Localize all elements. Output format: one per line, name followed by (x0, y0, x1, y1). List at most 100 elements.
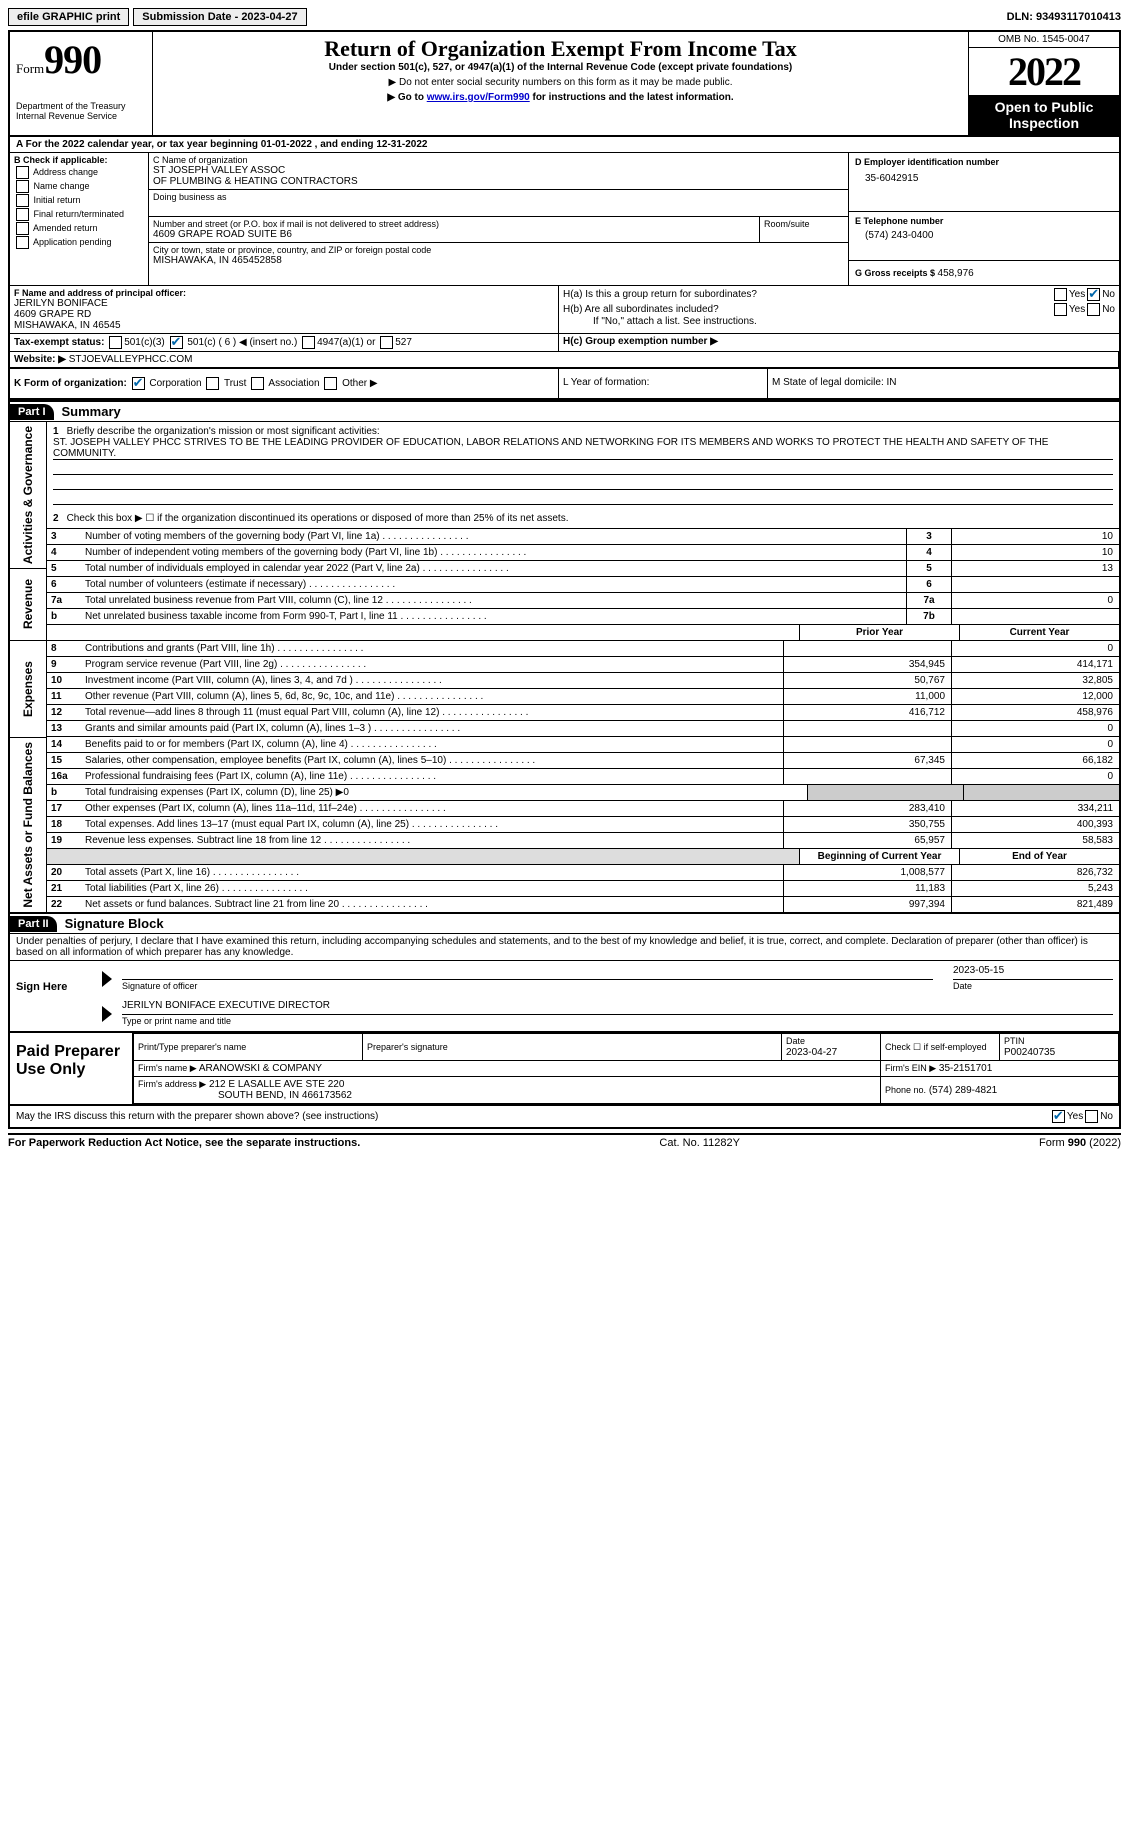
b-checkbox[interactable] (16, 208, 29, 221)
4947-checkbox[interactable] (302, 336, 315, 349)
b-checkbox[interactable] (16, 194, 29, 207)
type-name-label: Type or print name and title (122, 1016, 231, 1026)
hb-yes-checkbox[interactable] (1054, 303, 1067, 316)
street-label: Number and street (or P.O. box if mail i… (153, 219, 755, 229)
preparer-table: Print/Type preparer's name Preparer's si… (133, 1033, 1119, 1104)
ha-label: H(a) Is this a group return for subordin… (563, 289, 1052, 300)
discuss-no: No (1100, 1111, 1113, 1122)
firm-addr1: 212 E LASALLE AVE STE 220 (209, 1079, 344, 1090)
4947-label: 4947(a)(1) or (317, 337, 375, 348)
side-governance: Activities & Governance (19, 422, 37, 568)
prep-date: 2023-04-27 (786, 1047, 837, 1058)
summary-body: Activities & Governance Revenue Expenses… (10, 422, 1119, 912)
form-ref: Form 990 (2022) (1039, 1137, 1121, 1149)
form-header: Form990 Department of the Treasury Inter… (10, 32, 1119, 137)
topbar: efile GRAPHIC print Submission Date - 20… (8, 8, 1121, 26)
part2-tab: Part II (10, 916, 57, 932)
hb-note: If "No," attach a list. See instructions… (593, 316, 1115, 327)
part1-title: Summary (54, 402, 129, 421)
part2-header: Part II Signature Block (10, 912, 1119, 934)
f-label: F Name and address of principal officer: (14, 288, 554, 298)
e-label: E Telephone number (855, 216, 1113, 226)
org-name-1: ST JOSEPH VALLEY ASSOC (153, 165, 844, 176)
firm-ein-label: Firm's EIN ▶ (885, 1063, 936, 1073)
k-checkbox[interactable] (324, 377, 337, 390)
sign-here-label: Sign Here (10, 961, 102, 1031)
form-word: Form (16, 61, 44, 76)
dept-label: Department of the Treasury (16, 101, 146, 111)
goto-pre: ▶ Go to (387, 92, 426, 103)
org-name-2: OF PLUMBING & HEATING CONTRACTORS (153, 176, 844, 187)
discuss-no-checkbox[interactable] (1085, 1110, 1098, 1123)
side-net: Net Assets or Fund Balances (19, 738, 37, 912)
b-checkbox[interactable] (16, 166, 29, 179)
discuss-row: May the IRS discuss this return with the… (10, 1106, 1119, 1127)
sig-date: 2023-05-15 (953, 965, 1113, 980)
hc-label: H(c) Group exemption number ▶ (563, 336, 718, 347)
hb-no-checkbox[interactable] (1087, 303, 1100, 316)
l2-label: Check this box ▶ ☐ if the organization d… (67, 513, 569, 524)
discuss-yes: Yes (1067, 1111, 1083, 1122)
sign-here-block: Sign Here Signature of officer 2023-05-1… (10, 961, 1119, 1033)
officer-name-title: JERILYN BONIFACE EXECUTIVE DIRECTOR (122, 1000, 1113, 1015)
paperwork-notice: For Paperwork Reduction Act Notice, see … (8, 1137, 360, 1149)
k-checkbox[interactable] (132, 377, 145, 390)
501c-checkbox[interactable] (170, 336, 183, 349)
prep-date-label: Date (786, 1036, 805, 1046)
efile-print-button[interactable]: efile GRAPHIC print (8, 8, 129, 26)
firm-phone-label: Phone no. (885, 1085, 926, 1095)
phone-value: (574) 243-0400 (865, 230, 1113, 241)
note-goto: ▶ Go to www.irs.gov/Form990 for instruct… (159, 92, 962, 103)
check-self: Check ☐ if self-employed (885, 1042, 987, 1052)
irs-label: Internal Revenue Service (16, 111, 146, 121)
tax-status-row: Tax-exempt status: 501(c)(3) 501(c) ( 6 … (10, 334, 1119, 352)
i-label: Tax-exempt status: (14, 337, 104, 348)
officer-addr2: MISHAWAKA, IN 46545 (14, 320, 554, 331)
submission-date-button[interactable]: Submission Date - 2023-04-27 (133, 8, 306, 26)
col-eoy: End of Year (960, 849, 1119, 864)
k-checkbox[interactable] (251, 377, 264, 390)
b-checkbox[interactable] (16, 180, 29, 193)
arrow-icon (102, 971, 112, 987)
m-label: M State of legal domicile: IN (768, 369, 1119, 398)
city-value: MISHAWAKA, IN 465452858 (153, 255, 844, 266)
firm-addr2: SOUTH BEND, IN 466173562 (218, 1090, 352, 1101)
dba-label: Doing business as (153, 192, 844, 202)
firm-addr-label: Firm's address ▶ (138, 1079, 206, 1089)
l-label: L Year of formation: (559, 369, 768, 398)
k-label: K Form of organization: (14, 378, 127, 389)
discuss-label: May the IRS discuss this return with the… (16, 1111, 1050, 1122)
ha-no-checkbox[interactable] (1087, 288, 1100, 301)
paid-label: Paid Preparer Use Only (10, 1033, 133, 1104)
b-checkbox[interactable] (16, 236, 29, 249)
501c-pre: 501(c) ( (187, 337, 224, 348)
ha-yes-checkbox[interactable] (1054, 288, 1067, 301)
501c3-checkbox[interactable] (109, 336, 122, 349)
firm-name-label: Firm's name ▶ (138, 1063, 197, 1073)
paid-preparer-block: Paid Preparer Use Only Print/Type prepar… (10, 1033, 1119, 1106)
ptin-label: PTIN (1004, 1036, 1025, 1046)
officer-addr1: 4609 GRAPE RD (14, 309, 554, 320)
cat-no: Cat. No. 11282Y (659, 1137, 740, 1149)
no-label-2: No (1102, 304, 1115, 315)
discuss-yes-checkbox[interactable] (1052, 1110, 1065, 1123)
b-label: B Check if applicable: (14, 155, 144, 165)
irs-link[interactable]: www.irs.gov/Form990 (427, 92, 530, 103)
tax-year: 2022 (1008, 49, 1080, 94)
527-checkbox[interactable] (380, 336, 393, 349)
k-checkbox[interactable] (206, 377, 219, 390)
prep-sig-label: Preparer's signature (367, 1042, 448, 1052)
yes-label: Yes (1069, 289, 1085, 300)
l1-label: Briefly describe the organization's miss… (67, 426, 380, 437)
b-checkbox[interactable] (16, 222, 29, 235)
open-inspection: Open to Public Inspection (969, 95, 1119, 135)
omb-label: OMB No. 1545-0047 (969, 32, 1119, 48)
form-title: Return of Organization Exempt From Incom… (159, 36, 962, 62)
footer: For Paperwork Reduction Act Notice, see … (8, 1133, 1121, 1149)
501c-post: ) ◀ (insert no.) (230, 337, 297, 348)
city-label: City or town, state or province, country… (153, 245, 844, 255)
gross-value: 458,976 (938, 268, 974, 279)
g-label: G Gross receipts $ (855, 268, 938, 278)
firm-ein: 35-2151701 (939, 1063, 992, 1074)
c-label: C Name of organization (153, 155, 844, 165)
